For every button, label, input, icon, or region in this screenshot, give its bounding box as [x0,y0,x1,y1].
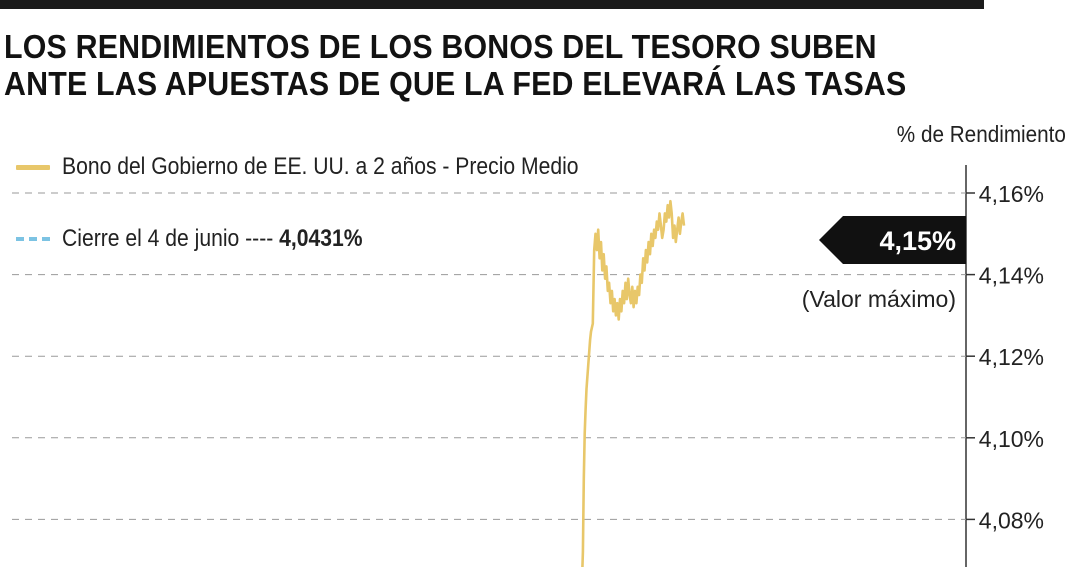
series-line [581,199,686,567]
y-tick-label: 4,10% [979,426,1044,452]
y-tick-label: 4,12% [979,344,1044,370]
callout-note: (Valor máximo) [802,286,956,312]
legend-swatch-series [16,164,50,170]
callout-arrow-box [819,216,966,264]
top-rule [0,0,984,9]
callout-value: 4,15% [879,226,956,256]
y-axis-unit-label: % de Rendimiento [896,121,1066,147]
reference-label: Cierre el 4 de junio ---- [62,225,274,252]
y-tick-label: 4,14% [979,263,1044,289]
legend-swatch-reference [16,237,50,241]
reference-value: 4,0431% [279,225,363,252]
y-tick-label: 4,08% [979,507,1044,533]
max-callout: 4,15% (Valor máximo) [802,216,966,312]
legend-item-series: Bono del Gobierno de EE. UU. a 2 años - … [16,153,649,181]
title-line-2: ANTE LAS APUESTAS DE QUE LA FED ELEVARÁ … [4,65,907,102]
title-line-1: LOS RENDIMIENTOS DE LOS BONOS DEL TESORO… [4,28,877,65]
chart-title: LOS RENDIMIENTOS DE LOS BONOS DEL TESORO… [4,28,906,102]
legend-item-reference: Cierre el 4 de junio ---- 4,0431% [16,225,404,253]
legend-label-series: Bono del Gobierno de EE. UU. a 2 años - … [62,153,579,180]
legend-label-reference: Cierre el 4 de junio ---- 4,0431% [62,225,363,253]
y-tick-label: 4,16% [979,181,1044,207]
